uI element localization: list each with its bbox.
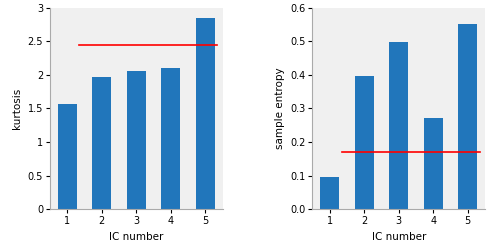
Bar xyxy=(458,24,477,209)
Bar xyxy=(58,104,77,209)
Bar xyxy=(389,42,408,209)
Bar xyxy=(162,68,180,209)
Bar xyxy=(92,77,112,209)
Y-axis label: sample entropy: sample entropy xyxy=(274,68,284,149)
X-axis label: IC number: IC number xyxy=(109,232,164,242)
Bar xyxy=(127,71,146,209)
Bar xyxy=(424,118,442,209)
Bar xyxy=(196,18,215,209)
X-axis label: IC number: IC number xyxy=(372,232,426,242)
Bar xyxy=(320,177,339,209)
Bar xyxy=(354,76,374,209)
Y-axis label: kurtosis: kurtosis xyxy=(12,88,22,129)
